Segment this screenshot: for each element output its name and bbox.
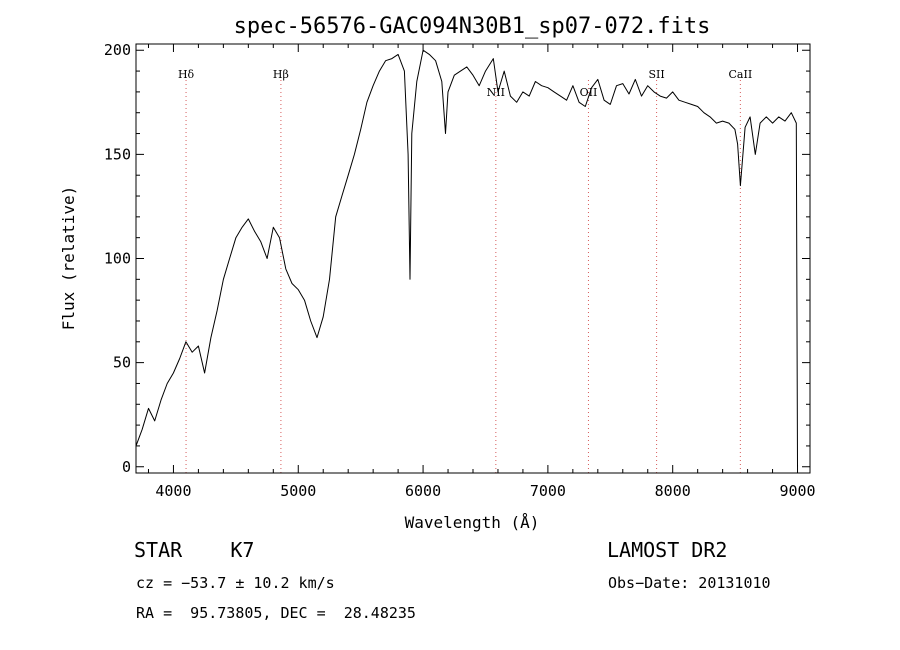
y-tick-label: 150 [104, 145, 131, 163]
annotation-label: CaII [729, 68, 753, 81]
annotation-label: Hβ [273, 68, 289, 81]
x-tick-label: 9000 [779, 482, 815, 500]
observation-date: Obs−Date: 20131010 [608, 574, 771, 592]
line-annotations: Hδ Hβ NII OII SII CaII [178, 68, 752, 473]
x-tick-label: 8000 [655, 482, 691, 500]
spectrum-line [135, 49, 798, 467]
y-tick-label: 200 [104, 41, 131, 59]
annotation-label: OII [580, 86, 598, 99]
x-tick-label: 6000 [405, 482, 441, 500]
x-tick-label: 7000 [530, 482, 566, 500]
coordinates: RA = 95.73805, DEC = 28.48235 [136, 604, 416, 622]
y-tick-label: 0 [122, 458, 131, 476]
x-tick-label: 4000 [155, 482, 191, 500]
y-tick-label: 100 [104, 250, 131, 268]
y-tick-label: 50 [113, 354, 131, 372]
survey-name: LAMOST DR2 [607, 538, 728, 562]
axis-ticks: 4000 5000 6000 7000 8000 9000 0 50 100 150 200 [104, 41, 816, 500]
annotation-label: Hδ [178, 68, 195, 81]
annotation-label: NII [487, 86, 505, 99]
y-axis-label: Flux (relative) [59, 186, 78, 331]
annotation-label: SII [648, 68, 664, 81]
redshift-cz: cz = −53.7 ± 10.2 km/s [136, 574, 335, 592]
series-layer [135, 49, 798, 467]
x-axis-label: Wavelength (Å) [405, 513, 540, 532]
object-class: STAR K7 [134, 538, 255, 562]
plot-frame [135, 43, 811, 474]
x-tick-label: 5000 [280, 482, 316, 500]
chart-title: spec-56576-GAC094N30B1_sp07-072.fits [234, 14, 711, 39]
